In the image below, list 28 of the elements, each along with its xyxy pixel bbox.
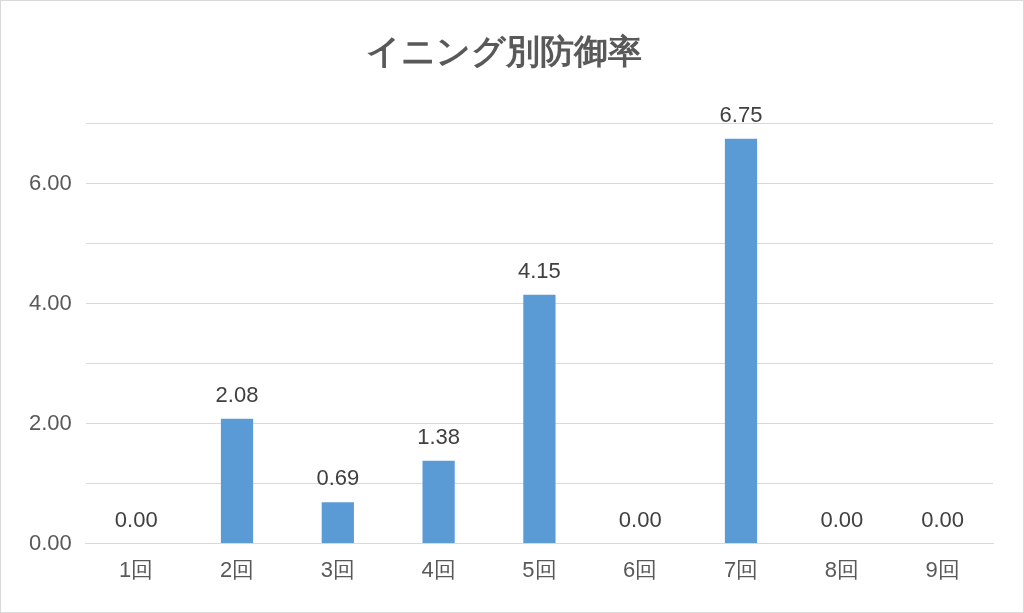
data-label: 0.00 [114, 506, 158, 532]
x-tick-label: 9回 [925, 556, 960, 582]
x-tick-label: 7回 [723, 556, 759, 582]
x-tick-label: 4回 [421, 556, 456, 582]
y-tick-label: 6.00 [28, 169, 72, 195]
data-label: 4.15 [518, 257, 561, 283]
bar [523, 294, 556, 544]
y-tick-label: 2.00 [28, 409, 72, 435]
data-label: 2.08 [215, 381, 259, 407]
x-tick-label: 8回 [824, 556, 859, 582]
y-tick-label: 4.00 [28, 289, 72, 315]
x-tick-label: 5回 [522, 556, 557, 582]
x-tick-label: 2回 [219, 556, 255, 582]
chart-title: イニング別防御率 [366, 31, 642, 70]
y-tick-label: 0.00 [28, 529, 72, 555]
x-tick-label: 6回 [623, 556, 658, 582]
bar [321, 502, 354, 544]
bar [724, 138, 758, 544]
data-label: 0.00 [618, 506, 662, 532]
x-tick-label: 3回 [320, 556, 355, 582]
data-label: 0.69 [316, 465, 360, 491]
bar [422, 460, 455, 544]
data-label: 1.38 [417, 423, 461, 449]
data-label: 0.00 [921, 506, 965, 532]
data-label: 6.75 [719, 101, 763, 127]
bar [220, 418, 254, 544]
data-label: 0.00 [820, 506, 864, 532]
x-tick-label: 1回 [119, 556, 154, 582]
